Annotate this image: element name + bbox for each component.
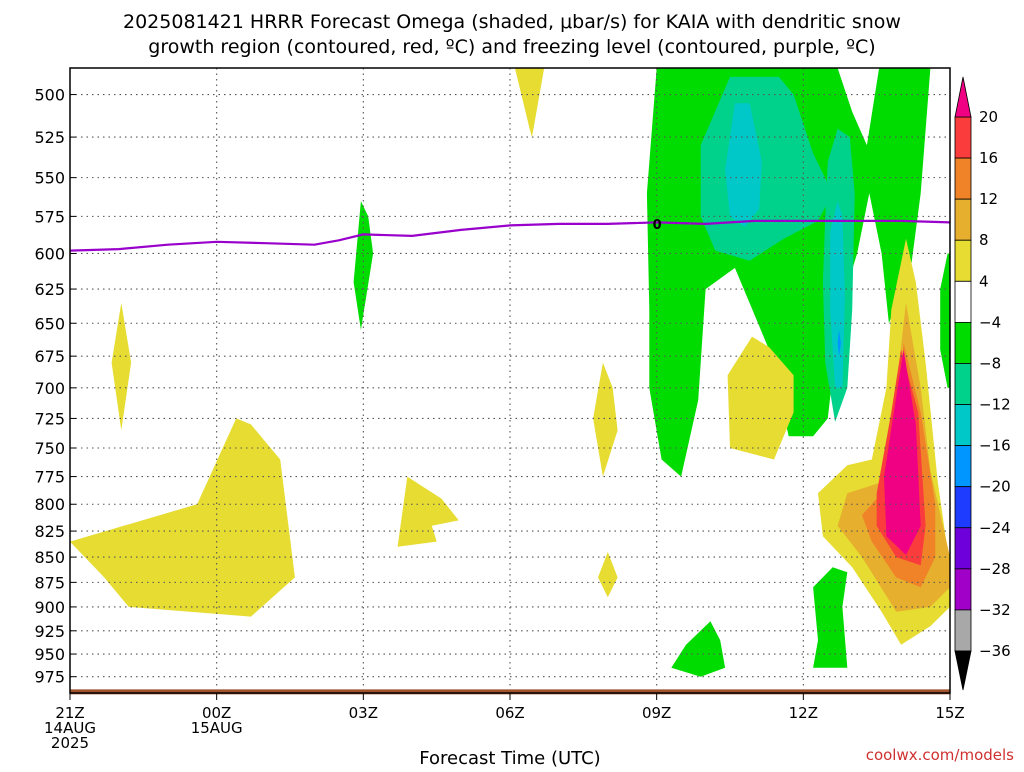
omega-region-green-b1	[353, 201, 374, 330]
colorbar-bin-6	[954, 363, 972, 405]
colorbar-label-12: −32	[979, 601, 1011, 619]
surface-ground-bar	[70, 689, 950, 695]
colorbar-label-13: −36	[979, 642, 1011, 660]
y-tick-label-575: 575	[34, 207, 65, 226]
omega-region-yellow-c	[727, 336, 794, 460]
colorbar-bin-9	[954, 486, 972, 529]
omega-region-blue-dot	[837, 329, 841, 357]
x-tick-label-18-0: 15Z	[935, 704, 964, 722]
gridlines	[70, 68, 950, 690]
omega-region-green-b2	[813, 567, 848, 668]
y-tick-label-600: 600	[34, 244, 65, 263]
y-tick-label-500: 500	[34, 86, 65, 105]
colorbar-label-2: 12	[979, 190, 998, 208]
y-tick-label-750: 750	[34, 439, 65, 458]
y-tick-label-775: 775	[34, 468, 65, 487]
omega-region-yellow-g	[514, 68, 545, 138]
omega-region-yellow-a	[70, 418, 295, 617]
colorbar-label-11: −28	[979, 560, 1011, 578]
x-tick-label-3-1: 15AUG	[191, 719, 243, 737]
colorbar-label-3: 8	[979, 231, 989, 249]
colorbar-bin-5	[954, 321, 972, 364]
colorbar-bottom-arrow	[954, 650, 972, 691]
colorbar-bin-0	[954, 116, 972, 159]
y-tick-label-700: 700	[34, 379, 65, 398]
surface-layer	[70, 689, 950, 695]
y-tick-label-950: 950	[34, 645, 65, 664]
x-tick-label-12-0: 09Z	[642, 704, 671, 722]
y-tick-label-900: 900	[34, 598, 65, 617]
omega-region-green-right	[940, 253, 950, 388]
omega-region-cyan-a	[725, 103, 762, 227]
colorbar-label-0: 20	[979, 108, 998, 126]
colorbar-bin-10	[954, 527, 972, 570]
colorbar-bin-3	[954, 239, 972, 282]
y-tick-label-875: 875	[34, 573, 65, 592]
y-tick-label-800: 800	[34, 495, 65, 514]
y-tick-label-825: 825	[34, 522, 65, 541]
omega-region-cyan-b	[830, 201, 845, 388]
y-tick-label-925: 925	[34, 622, 65, 641]
y-tick-label-525: 525	[34, 128, 65, 147]
y-tick-label-550: 550	[34, 169, 65, 188]
colorbar: 20 16 12 8 4 −4 −8 −12 −16 −20 −24 −28 −32 −36	[954, 76, 1011, 691]
colorbar-label-8: −16	[979, 437, 1011, 455]
colorbar-bin-11	[954, 568, 972, 611]
y-tick-label-650: 650	[34, 314, 65, 333]
colorbar-bin-7	[954, 404, 972, 447]
x-tick-label-3-0: 00Z	[202, 704, 231, 722]
colorbar-label-10: −24	[979, 519, 1011, 537]
freezing-level-label: 0	[653, 218, 662, 233]
x-tick-label-15-0: 12Z	[789, 704, 818, 722]
x-tick-label-0-2: 2025	[51, 734, 89, 752]
colorbar-label-5: −4	[979, 313, 1001, 331]
colorbar-label-1: 16	[979, 149, 998, 167]
colorbar-bin-12	[954, 609, 972, 652]
x-axis-label: Forecast Time (UTC)	[419, 748, 600, 768]
colorbar-bin-2	[954, 198, 972, 241]
colorbar-bin-8	[954, 445, 972, 488]
omega-shaded-regions	[70, 68, 950, 677]
colorbar-label-7: −12	[979, 396, 1011, 414]
y-axis: 500 525 550 575 600 625 650 675 700 725 750 775 800 8…	[34, 86, 76, 687]
omega-region-magenta	[884, 349, 921, 555]
x-tick-label-0-0: 21Z	[55, 704, 84, 722]
y-tick-label-975: 975	[34, 668, 65, 687]
colorbar-bin-4	[954, 280, 972, 323]
colorbar-label-6: −8	[979, 354, 1001, 372]
x-tick-label-0-1: 14AUG	[44, 719, 96, 737]
colorbar-label-9: −20	[979, 478, 1011, 496]
y-tick-label-675: 675	[34, 347, 65, 366]
y-tick-label-625: 625	[34, 280, 65, 299]
freezing-level-layer: 0	[70, 218, 950, 252]
omega-region-yellow-d	[593, 362, 618, 477]
x-tick-label-6-0: 03Z	[349, 704, 378, 722]
omega-region-green-b3	[671, 621, 726, 677]
omega-region-yellow-e	[598, 552, 618, 598]
omega-region-yellow-f	[111, 302, 132, 431]
credit-text: coolwx.com/models	[866, 746, 1014, 764]
chart-title-line-1: 2025081421 HRRR Forecast Omega (shaded, …	[123, 11, 901, 33]
x-tick-label-9-0: 06Z	[495, 704, 524, 722]
colorbar-top-arrow	[954, 76, 972, 118]
freezing-level-line	[70, 219, 950, 252]
omega-region-yellow-b	[397, 476, 459, 547]
colorbar-label-4: 4	[979, 272, 989, 290]
chart-title-line-2: growth region (contoured, red, ºC) and f…	[148, 36, 875, 58]
colorbar-bin-1	[954, 157, 972, 200]
y-tick-label-725: 725	[34, 409, 65, 428]
y-tick-label-850: 850	[34, 548, 65, 567]
